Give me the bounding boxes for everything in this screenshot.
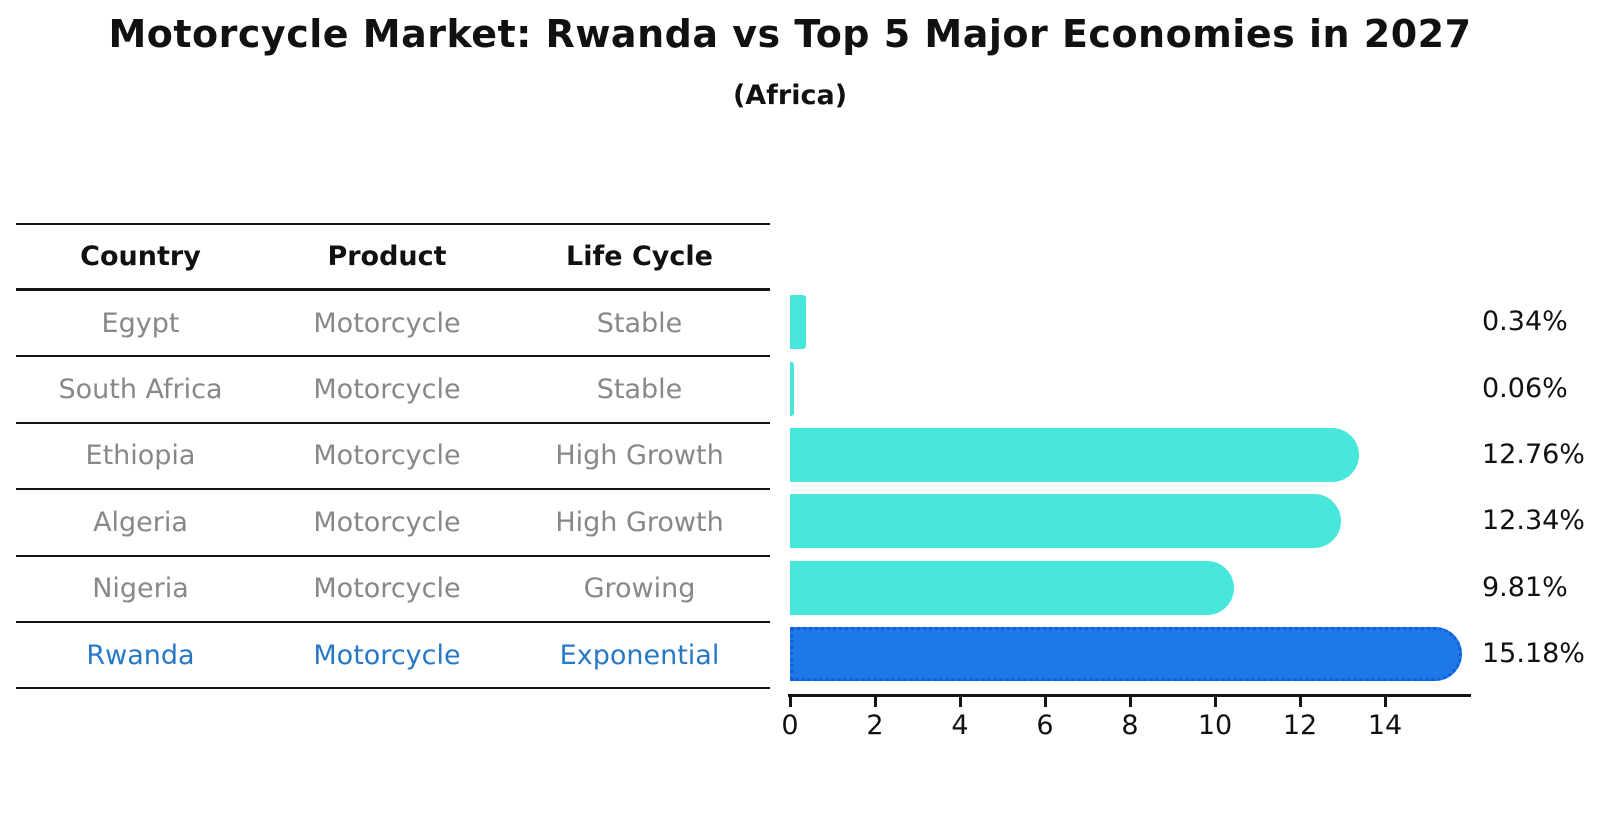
- bar-nigeria: [790, 560, 1234, 615]
- x-tick-label: 12: [1282, 710, 1318, 741]
- cell-product: Motorcycle: [313, 374, 461, 406]
- cell-life-cycle: Growing: [583, 573, 696, 605]
- cell-country: Ethiopia: [85, 440, 196, 472]
- x-tick-label: 4: [951, 710, 969, 741]
- bar-egypt: [790, 295, 806, 350]
- chart-title: Motorcycle Market: Rwanda vs Top 5 Major…: [108, 12, 1472, 56]
- table-row: Ethiopia Motorcycle High Growth: [16, 424, 770, 491]
- value-label: 0.06%: [1482, 372, 1568, 404]
- x-tick: [1213, 694, 1217, 707]
- x-tick-label: 10: [1197, 710, 1233, 741]
- cell-product: Motorcycle: [313, 440, 461, 472]
- x-tick: [873, 694, 877, 707]
- column-header: Life Cycle: [566, 241, 713, 272]
- x-tick: [958, 694, 962, 707]
- x-tick-label: 14: [1367, 710, 1403, 741]
- value-label: 9.81%: [1482, 571, 1568, 603]
- cell-product: Motorcycle: [313, 573, 461, 605]
- value-label: 15.18%: [1482, 638, 1585, 670]
- bar-rwanda: [790, 627, 1463, 682]
- x-tick-label: 0: [781, 710, 799, 741]
- x-tick-label: 6: [1036, 710, 1054, 741]
- cell-life-cycle: High Growth: [555, 440, 724, 472]
- cell-product: Motorcycle: [313, 506, 461, 538]
- cell-life-cycle: High Growth: [555, 506, 724, 538]
- cell-country: Algeria: [93, 506, 188, 538]
- x-tick: [1128, 694, 1132, 707]
- x-tick-label: 8: [1121, 710, 1139, 741]
- bar-south-africa: [790, 361, 795, 416]
- table-row: Nigeria Motorcycle Growing: [16, 557, 770, 623]
- chart-subtitle: (Africa): [732, 80, 848, 111]
- bar-ethiopia: [790, 428, 1360, 482]
- value-label: 12.34%: [1482, 505, 1585, 537]
- cell-country: Nigeria: [92, 573, 189, 605]
- country-table: Country Product Life Cycle Egypt Motorcycle S…: [16, 223, 770, 690]
- x-tick: [1383, 694, 1387, 707]
- cell-product: Motorcycle: [313, 639, 461, 671]
- cell-country: Rwanda: [86, 639, 195, 671]
- table-row: Algeria Motorcycle High Growth: [16, 490, 770, 557]
- x-tick-label: 2: [866, 710, 884, 741]
- bar-algeria: [790, 494, 1342, 549]
- column-header: Country: [80, 241, 201, 272]
- x-tick: [788, 694, 792, 707]
- table-row: Rwanda Motorcycle Exponential: [16, 623, 770, 690]
- cell-life-cycle: Exponential: [559, 639, 720, 671]
- x-tick: [1298, 694, 1302, 707]
- value-label: 0.34%: [1482, 306, 1568, 338]
- table-row: Egypt Motorcycle Stable: [16, 291, 770, 358]
- value-label: 12.76%: [1482, 439, 1585, 470]
- column-header: Product: [327, 241, 447, 272]
- table-header-row: Country Product Life Cycle: [16, 225, 770, 291]
- x-tick: [1043, 694, 1047, 707]
- cell-product: Motorcycle: [313, 307, 461, 339]
- cell-country: Egypt: [101, 307, 180, 339]
- table-row: South Africa Motorcycle Stable: [16, 357, 770, 424]
- cell-life-cycle: Stable: [596, 374, 683, 406]
- cell-life-cycle: Stable: [596, 307, 683, 339]
- cell-country: South Africa: [58, 374, 223, 406]
